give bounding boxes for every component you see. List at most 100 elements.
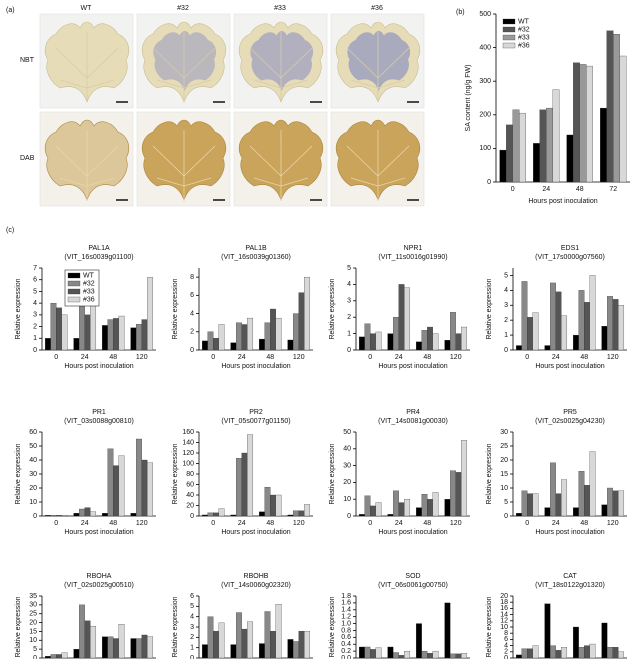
x-tick-label: 48	[423, 520, 431, 527]
y-tick-label: 18	[500, 599, 508, 606]
bar	[73, 338, 80, 351]
bar	[404, 650, 411, 659]
bar	[455, 653, 462, 659]
y-axis-label: SA content (ng/g FW)	[465, 65, 472, 132]
y-tick-label: 0	[190, 347, 194, 354]
bar	[79, 508, 85, 517]
bar	[50, 515, 57, 517]
bar	[578, 647, 585, 659]
x-axis-label: Hours post inoculation	[535, 363, 604, 370]
chart-title: PR2	[249, 409, 263, 416]
chart-subtitle: (VIT_03s0088g00810)	[64, 418, 134, 425]
x-tick-label: 24	[238, 354, 246, 361]
x-tick-label: 24	[395, 354, 403, 361]
bar	[258, 643, 265, 659]
bar	[521, 490, 528, 517]
bar	[612, 490, 619, 517]
bar	[270, 308, 276, 351]
bar	[61, 652, 68, 659]
legend-label: WT	[518, 18, 530, 25]
legend-label: #36	[83, 296, 95, 303]
bar	[552, 89, 560, 183]
bar	[370, 649, 376, 659]
y-tick-label: 1.0	[341, 620, 351, 627]
y-tick-label: 1	[33, 335, 37, 342]
bar	[521, 281, 528, 351]
bar	[213, 512, 219, 517]
bar	[398, 284, 405, 351]
y-tick-label: 1.8	[341, 593, 351, 600]
bar	[207, 331, 214, 351]
y-tick-label: 25	[29, 611, 37, 618]
bar	[84, 620, 91, 659]
y-tick-label: 120	[182, 450, 194, 457]
y-axis-label: Relative expression	[486, 596, 493, 657]
bar	[515, 345, 522, 351]
bar	[304, 630, 311, 659]
bar	[375, 647, 382, 659]
y-tick-label: 40	[186, 492, 194, 499]
y-tick-label: 5	[347, 265, 351, 272]
bar	[298, 292, 305, 351]
bar	[118, 315, 125, 351]
bar	[147, 277, 154, 351]
y-tick-label: 6	[33, 277, 37, 284]
panel-label: (b)	[456, 9, 465, 16]
bar	[584, 302, 590, 351]
legend-label: #33	[83, 288, 95, 295]
y-tick-label: 0	[504, 655, 508, 659]
y-tick-label: 0	[33, 347, 37, 354]
bar	[241, 628, 248, 659]
y-tick-label: 15	[29, 628, 37, 635]
bar	[393, 490, 399, 517]
bar	[293, 313, 299, 351]
bar	[304, 276, 311, 351]
legend-swatch	[67, 296, 81, 303]
bar	[113, 638, 119, 659]
panel-label: (c)	[6, 227, 14, 234]
bar	[546, 107, 553, 183]
bar	[618, 651, 625, 659]
bar	[404, 287, 411, 351]
bar	[519, 112, 526, 183]
bar	[607, 647, 613, 659]
y-tick-label: 6	[190, 593, 194, 600]
bar	[607, 487, 613, 517]
y-axis-label: Relative expression	[329, 596, 336, 657]
bar	[258, 511, 265, 517]
bar	[499, 149, 507, 183]
bar	[606, 30, 614, 183]
leaf-veins	[55, 32, 119, 102]
bar	[56, 307, 62, 351]
chart-title: EDS1	[561, 245, 579, 252]
leaf	[44, 21, 130, 103]
y-tick-label: 0	[504, 347, 508, 354]
bar	[550, 645, 556, 659]
bar	[50, 302, 57, 351]
bar	[61, 515, 68, 517]
row-label: NBT	[20, 57, 35, 64]
bar	[213, 338, 219, 351]
bar	[450, 470, 456, 517]
x-tick-label: 0	[54, 354, 58, 361]
bar	[404, 499, 411, 517]
y-tick-label: 30	[500, 429, 508, 436]
bar	[421, 650, 428, 659]
leaf-veins	[55, 130, 119, 200]
y-tick-label: 200	[479, 112, 491, 119]
x-axis-label: Hours post inoculation	[221, 363, 290, 370]
chart-title: CAT	[563, 573, 577, 580]
y-tick-label: 0	[33, 655, 37, 659]
leaf-veins	[249, 32, 313, 102]
y-tick-label: 50	[29, 443, 37, 450]
bar	[136, 438, 142, 517]
legend-label: WT	[83, 272, 95, 279]
y-tick-label: 8	[504, 630, 508, 637]
bar	[364, 646, 371, 659]
bar	[578, 471, 585, 517]
bar	[550, 462, 556, 517]
y-axis-label: Relative expression	[15, 596, 22, 657]
y-tick-label: 50	[343, 429, 351, 436]
chart-title: RBOHA	[87, 573, 112, 580]
y-tick-label: 1	[190, 645, 194, 652]
